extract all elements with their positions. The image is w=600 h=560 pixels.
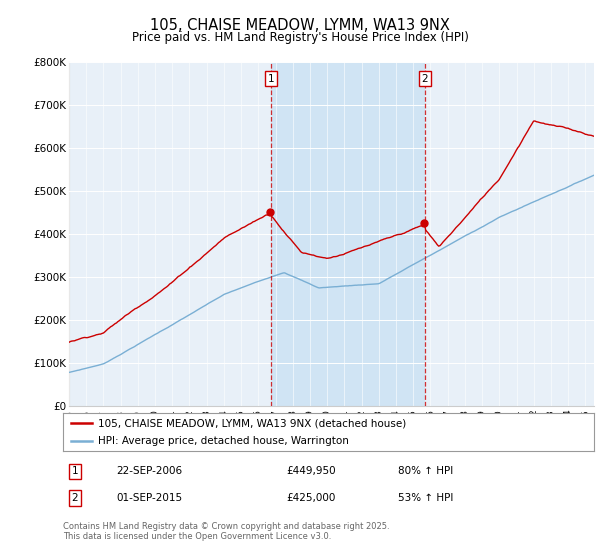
Text: Contains HM Land Registry data © Crown copyright and database right 2025.
This d: Contains HM Land Registry data © Crown c… xyxy=(63,522,389,542)
Text: HPI: Average price, detached house, Warrington: HPI: Average price, detached house, Warr… xyxy=(98,436,349,446)
Text: 2: 2 xyxy=(421,74,428,84)
Text: £425,000: £425,000 xyxy=(286,493,335,503)
Text: 22-SEP-2006: 22-SEP-2006 xyxy=(116,466,182,477)
Text: 80% ↑ HPI: 80% ↑ HPI xyxy=(398,466,453,477)
Text: 105, CHAISE MEADOW, LYMM, WA13 9NX (detached house): 105, CHAISE MEADOW, LYMM, WA13 9NX (deta… xyxy=(98,418,406,428)
Text: 01-SEP-2015: 01-SEP-2015 xyxy=(116,493,182,503)
Text: 105, CHAISE MEADOW, LYMM, WA13 9NX: 105, CHAISE MEADOW, LYMM, WA13 9NX xyxy=(150,18,450,32)
Text: 53% ↑ HPI: 53% ↑ HPI xyxy=(398,493,453,503)
Text: 1: 1 xyxy=(71,466,78,477)
Text: £449,950: £449,950 xyxy=(286,466,335,477)
Text: 1: 1 xyxy=(268,74,274,84)
Text: Price paid vs. HM Land Registry's House Price Index (HPI): Price paid vs. HM Land Registry's House … xyxy=(131,31,469,44)
Text: 2: 2 xyxy=(71,493,78,503)
Bar xyxy=(271,62,425,406)
